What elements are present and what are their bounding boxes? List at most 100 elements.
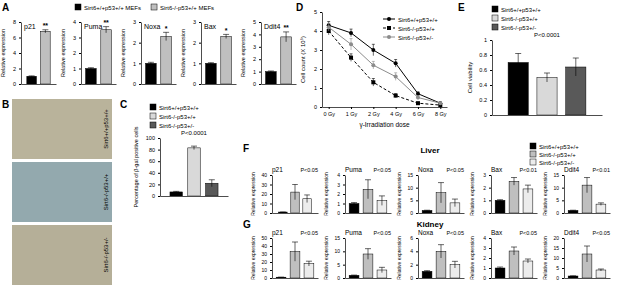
y-tick: 15 [553, 172, 564, 178]
plot-marks [508, 54, 586, 116]
y-tick-label: 0 [73, 81, 76, 87]
y-tick-label: 80 [149, 147, 155, 153]
error-bar [278, 277, 284, 278]
y-tick-mark [343, 175, 345, 176]
y-axis-line [491, 239, 492, 279]
series-marker [416, 96, 420, 100]
legend-label: Sirt6+/+p53+/+ [539, 144, 579, 150]
y-tick-mark [343, 251, 345, 252]
legend-label: Sirt6-/-p53+/+ [501, 16, 538, 22]
legend-item: Sirt6+/+p53+/+ [492, 6, 541, 13]
y-tick: 40 [261, 172, 272, 178]
chart: 051015Relative expressionDdit4P<0.01 [542, 166, 611, 216]
annotation: * [165, 25, 168, 32]
error-bar [191, 146, 197, 149]
chart-title: Bax [204, 23, 217, 30]
y-tick-mark [320, 88, 322, 89]
x-tick-mark [351, 107, 352, 109]
section-title: Kidney [417, 220, 444, 229]
y-tick: 2 [337, 191, 345, 197]
annotation: P<0.05 [300, 230, 318, 236]
plot-marks [27, 30, 50, 84]
y-tick-label: 10 [261, 201, 267, 207]
y-tick-mark [199, 22, 201, 23]
y-tick-mark [490, 40, 492, 41]
error-bar [42, 30, 48, 33]
chart: 01020304050Relative expressionp21P<0.05 [250, 229, 319, 281]
x-tick: 8 Gy [435, 107, 447, 117]
error-bar [394, 73, 397, 81]
y-tick-mark [343, 265, 345, 266]
y-tick-mark [270, 175, 272, 176]
y-axis-title: Cell viability [467, 62, 473, 94]
x-axis [492, 213, 538, 214]
y-tick-mark [489, 188, 491, 189]
y-tick: 2 [253, 56, 261, 62]
legend-label: Sirt6+/+p53+/+ MEFs [84, 5, 141, 11]
y-tick-mark [490, 100, 492, 101]
chart: 0 Gy1 Gy2 Gy4 Gy6 Gy8 Gy012345Cell count… [300, 9, 448, 129]
y-tick-label: 3 [337, 182, 340, 188]
legend-item: Sirt6-/-p53+/- [383, 35, 433, 41]
x-axis [262, 84, 297, 85]
chart-title: p21 [272, 166, 283, 174]
plot-marks [279, 185, 312, 214]
y-tick: 4 [483, 235, 491, 241]
y-tick: 0 [193, 81, 201, 87]
x-axis-line [161, 196, 229, 197]
bar [27, 76, 37, 84]
y-tick-mark [158, 184, 160, 185]
y-tick: 1 [337, 201, 345, 207]
y-axis-title: Relative expression [396, 172, 402, 216]
x-tick-label: 6 Gy [413, 111, 425, 117]
bar [101, 30, 112, 84]
x-axis-line [142, 84, 177, 85]
bar [276, 277, 286, 278]
y-tick: 5 [556, 197, 564, 203]
y-tick-label: 6 [13, 35, 16, 41]
bar [596, 270, 606, 278]
y-tick-mark [490, 115, 492, 116]
y-axis-line [492, 41, 493, 116]
chart: 01234Relative expressionPuma** [60, 19, 117, 87]
y-tick-label: 20 [261, 191, 267, 197]
error-bar [327, 23, 330, 31]
error-bar [511, 178, 517, 186]
y-tick-mark [490, 85, 492, 86]
legend: Sirt6+/+p53+/+Sirt6-/-p53+/+Sirt6-/-p53+… [530, 143, 579, 166]
x-tick-mark [396, 107, 397, 109]
panel-label: G [243, 219, 251, 230]
legend-swatch [492, 24, 498, 30]
error-bar [350, 29, 353, 37]
series-marker [327, 25, 331, 29]
y-tick: 0 [556, 275, 564, 281]
error-bar [88, 68, 94, 70]
legend-label: Sirt6-/-p53+/+ [159, 114, 196, 120]
y-axis-title: Relative expression [180, 29, 186, 77]
x-axis-line [323, 107, 448, 108]
y-tick: 1 [483, 197, 491, 203]
plot-marks [86, 27, 112, 84]
y-tick-mark [79, 22, 81, 23]
y-tick-label: 5 [556, 265, 559, 271]
series-marker [371, 63, 375, 67]
series-marker [394, 94, 398, 98]
y-tick-mark [343, 204, 345, 205]
error-bar [570, 275, 576, 276]
y-tick: 3 [133, 19, 141, 25]
y-axis: 02468 [13, 19, 22, 87]
y-tick-label: 0 [133, 81, 136, 87]
y-tick-label: 2 [410, 262, 413, 268]
y-tick-mark [139, 22, 141, 23]
x-tick-label: 0 Gy [323, 111, 335, 117]
legend-label: Sirt6-/-p53+/- [398, 35, 433, 41]
annotation: P<0.05 [300, 167, 318, 173]
y-axis-line [322, 13, 323, 108]
y-tick: 3 [483, 172, 491, 178]
y-tick: 10 [553, 185, 564, 191]
plot-marks [327, 22, 443, 108]
y-tick: 0.6 [479, 67, 492, 73]
y-axis-line [141, 23, 142, 85]
y-tick: 0 [337, 275, 345, 281]
y-tick-mark [320, 12, 322, 13]
